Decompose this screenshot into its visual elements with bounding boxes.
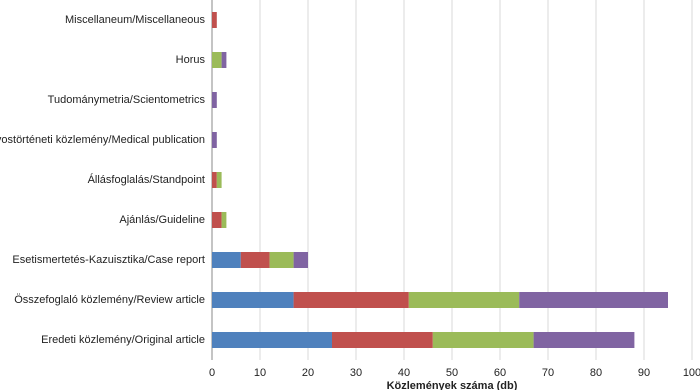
x-axis-title: Közlemények száma (db) [387, 380, 518, 390]
x-tick-label: 50 [446, 367, 458, 379]
x-tick-label: 90 [638, 367, 650, 379]
y-tick-label: Tudománymetria/Scientometrics [48, 94, 206, 106]
bar-segment [216, 172, 222, 188]
bar-segment [212, 252, 241, 268]
bar-segment [212, 332, 332, 348]
bar-segment [293, 252, 308, 268]
x-tick-label: 80 [590, 367, 602, 379]
bar-segment [332, 332, 433, 348]
bar-segment [269, 252, 294, 268]
y-tick-label: Esetismertetés-Kazuisztika/Case report [12, 254, 205, 266]
bar-segment [221, 52, 227, 68]
x-tick-label: 30 [350, 367, 362, 379]
x-tick-label: 100 [683, 367, 700, 379]
bar-segment [212, 12, 217, 28]
bar-segment [293, 292, 409, 308]
bar-segment [212, 172, 217, 188]
bar-segment [240, 252, 270, 268]
x-tick-label: 40 [398, 367, 410, 379]
y-tick-label: Orvostörténeti közlemény/Medical publica… [0, 134, 205, 146]
bar-segment [221, 212, 227, 228]
y-tick-label: Állásfoglalás/Standpoint [88, 173, 205, 186]
bar-segment [519, 292, 668, 308]
y-tick-label: Miscellaneum/Miscellaneous [65, 14, 206, 26]
x-tick-label: 60 [494, 367, 506, 379]
x-tick-label: 20 [302, 367, 314, 379]
bar-segment [212, 212, 222, 228]
bar-segment [212, 92, 217, 108]
bar-segment [533, 332, 635, 348]
x-tick-label: 10 [254, 367, 266, 379]
y-tick-label: Ajánlás/Guideline [119, 214, 205, 226]
bar-segment [212, 52, 222, 68]
bar-segment [432, 332, 534, 348]
y-tick-label: Horus [176, 54, 206, 66]
bar-segment [408, 292, 520, 308]
bar-segment [212, 132, 217, 148]
y-tick-label: Eredeti közlemény/Original article [41, 334, 205, 346]
bar-segment [212, 292, 294, 308]
x-tick-label: 0 [209, 367, 215, 379]
x-tick-label: 70 [542, 367, 554, 379]
y-tick-label: Összefoglaló közlemény/Review article [14, 294, 205, 306]
